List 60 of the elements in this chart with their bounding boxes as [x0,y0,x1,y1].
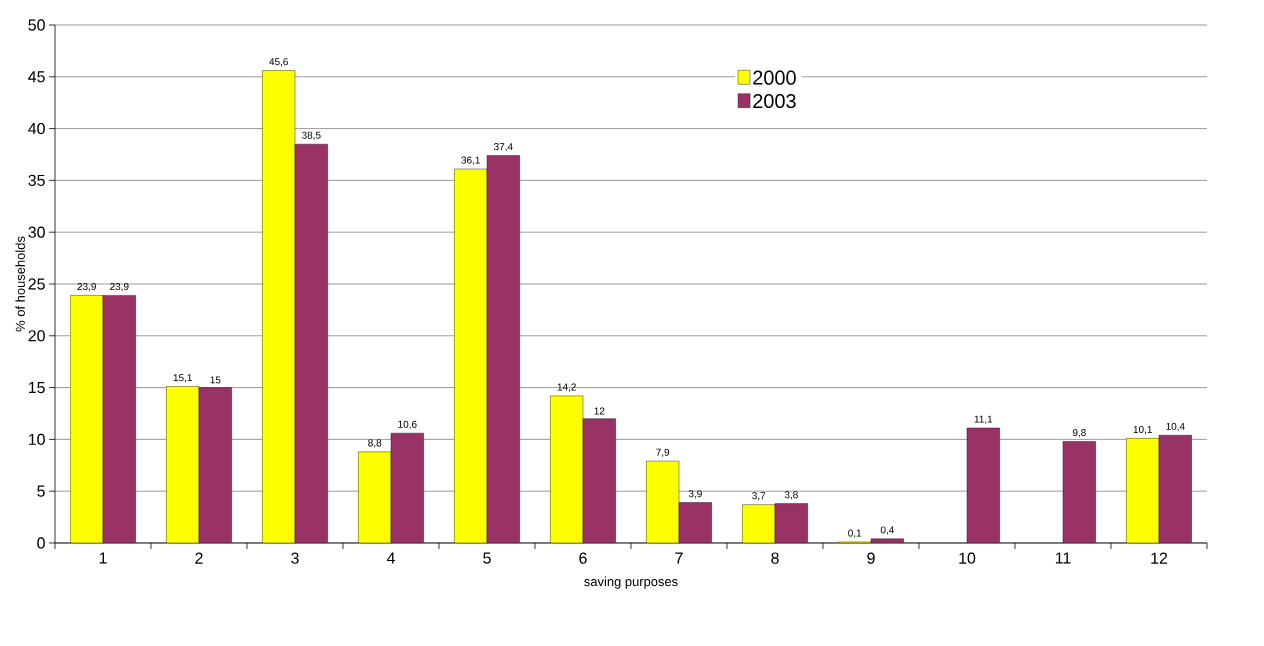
bar [678,502,712,543]
legend-label: 2003 [753,94,796,109]
x-tick-label: 9 [867,552,875,564]
data-label: 0,1 [848,529,862,538]
bar [582,418,616,543]
data-label: 11,1 [974,415,993,424]
data-label: 3,8 [784,491,798,500]
data-label: 15 [210,376,221,384]
x-tick-label: 2 [195,552,203,564]
bar [774,503,808,543]
y-tick-label: 15 [28,382,45,394]
x-tick-label: 1 [99,552,107,564]
x-tick-label: 3 [291,552,299,564]
x-tick-label: 12 [1151,552,1168,564]
data-label: 10,6 [398,420,417,429]
x-tick-label: 10 [959,552,976,564]
data-label: 23,9 [77,282,96,292]
bar [1062,441,1096,543]
x-tick-label: 5 [483,552,491,564]
data-label: 14,2 [557,383,576,392]
data-label: 8,8 [368,439,382,448]
data-label: 7,9 [656,448,670,457]
bar [294,143,328,543]
data-label: 38,5 [302,131,321,140]
y-tick-label: 0 [37,537,45,549]
x-tick-label: 6 [579,552,587,564]
data-label: 9,8 [1072,429,1086,438]
data-label: 0,4 [880,526,894,535]
data-label: 3,7 [752,492,766,501]
data-label: 15,1 [173,374,192,383]
data-label: 3,9 [688,490,702,499]
x-tick-label: 7 [675,552,683,564]
data-label: 45,6 [269,58,288,67]
y-tick-label: 40 [28,122,45,135]
y-tick-label: 25 [28,278,45,290]
y-tick-label: 50 [28,19,45,31]
y-tick-label: 5 [37,485,45,497]
y-tick-label: 10 [28,433,45,446]
y-tick-label: 45 [28,71,45,83]
y-tick-label: 35 [28,174,45,187]
x-axis-title: saving purposes [584,576,678,589]
bar [966,427,1000,543]
y-axis-title: % of households [15,236,25,332]
legend-label: 2000 [753,70,796,85]
x-tick-label: 11 [1055,552,1071,564]
data-label: 37,4 [494,143,513,152]
data-label: 23,9 [110,282,129,292]
bar [198,387,232,543]
y-tick-label: 20 [28,330,45,342]
y-tick-label: 30 [28,226,45,238]
data-label: 10,1 [1133,425,1152,435]
x-tick-label: 8 [771,552,779,564]
x-tick-label: 4 [386,552,395,564]
data-label: 12 [594,407,605,415]
bar [102,295,136,543]
data-label: 10,4 [1166,422,1185,432]
bar [486,155,520,543]
data-label: 36,1 [461,156,480,165]
bar [1158,435,1192,543]
bar [390,432,424,543]
